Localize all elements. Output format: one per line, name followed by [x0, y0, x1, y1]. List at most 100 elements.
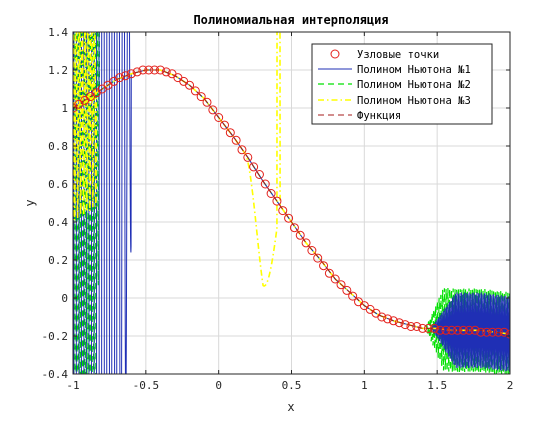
node-point [254, 170, 264, 179]
node-point [278, 206, 288, 216]
node-point [429, 323, 439, 333]
node-point [377, 312, 387, 322]
node-point [132, 67, 142, 77]
node-point [406, 322, 416, 331]
y-tick-label: 1.4 [48, 26, 68, 39]
node-point [493, 327, 503, 337]
node-point [185, 80, 195, 90]
node-point [336, 280, 346, 290]
node-point [470, 325, 480, 335]
markers-layer [73, 65, 510, 339]
y-tick-label: 0.8 [48, 140, 68, 153]
legend-label-newton-1: Полином Ньютона №1 [357, 64, 471, 76]
node-point [476, 327, 486, 337]
node-point [458, 325, 468, 335]
legend-label-newton-2: Полином Ньютона №2 [357, 79, 471, 91]
chart-title: Полиномиальная интерполяция [193, 13, 388, 27]
node-point [499, 327, 509, 337]
node-point [155, 65, 165, 75]
legend-label-nodes: Узловые точки [357, 49, 439, 61]
node-point [144, 65, 154, 75]
node-point [120, 71, 130, 81]
y-tick-label: -0.2 [42, 330, 69, 343]
x-axis-label: x [287, 400, 294, 414]
x-tick-label: 0 [215, 379, 222, 392]
y-tick-label: 0.2 [48, 254, 68, 267]
node-point [423, 323, 433, 333]
node-point [249, 162, 259, 172]
node-point [225, 128, 235, 138]
node-point [115, 73, 125, 83]
y-tick-label: 1.2 [48, 64, 68, 77]
x-tick-label: 1.5 [427, 379, 447, 392]
node-point [418, 323, 428, 333]
node-point [324, 268, 334, 278]
legend-label-function: Функция [357, 110, 401, 122]
node-point [453, 325, 463, 335]
y-tick-label: -0.4 [42, 368, 69, 381]
node-point [313, 253, 323, 263]
node-point [394, 318, 404, 328]
node-point [388, 316, 398, 326]
x-tick-label: -0.5 [133, 379, 160, 392]
node-point [319, 261, 329, 271]
legend-entry-function: Функция [318, 110, 401, 122]
y-tick-label: 0.4 [48, 216, 68, 229]
x-tick-label: -1 [66, 379, 79, 392]
node-point [161, 67, 171, 77]
node-point [348, 291, 358, 301]
node-point [231, 135, 241, 145]
legend-entry-newton-3: Полином Ньютона №3 [318, 95, 471, 107]
node-point [150, 65, 160, 75]
node-point [190, 86, 200, 96]
x-tick-label: 0.5 [282, 379, 302, 392]
y-tick-label: 0.6 [48, 178, 68, 191]
node-point [307, 246, 317, 255]
node-point [196, 92, 206, 102]
series-function [73, 69, 510, 335]
ticks [72, 31, 511, 375]
node-point [289, 223, 299, 233]
node-point [330, 274, 340, 284]
node-point [126, 69, 136, 79]
node-point [202, 97, 212, 107]
node-point [412, 322, 422, 331]
node-point [295, 230, 305, 240]
node-point [237, 145, 247, 155]
legend-entry-newton-2: Полином Ньютона №2 [318, 79, 471, 91]
node-point [284, 213, 294, 223]
node-point [138, 65, 148, 75]
node-point [272, 196, 282, 206]
node-point [243, 152, 253, 162]
legend-entry-newton-1: Полином Ньютона №1 [318, 64, 471, 76]
y-tick-labels: -0.4 -0.2 0 0.2 0.4 0.6 0.8 1 1.2 1.4 [42, 26, 69, 381]
y-tick-label: 1 [61, 102, 68, 115]
node-point [301, 238, 311, 248]
node-point [435, 325, 445, 335]
legend-label-newton-3: Полином Ньютона №3 [357, 95, 471, 107]
node-point [447, 325, 457, 335]
node-point [219, 120, 229, 130]
legend: Узловые точки Полином Ньютона №1 Полином… [311, 43, 493, 125]
y-axis-label: y [23, 199, 37, 206]
node-point [208, 105, 218, 115]
node-point [464, 325, 474, 335]
node-point [505, 329, 510, 339]
node-point [482, 327, 492, 337]
node-point [266, 189, 276, 198]
x-tick-labels: -1 -0.5 0 0.5 1 1.5 2 [66, 379, 513, 392]
legend-entry-nodes: Узловые точки [330, 49, 439, 61]
y-tick-label: 0 [61, 292, 68, 305]
series-layer [73, 32, 510, 374]
x-tick-label: 2 [507, 379, 514, 392]
node-point [342, 285, 352, 295]
node-point [400, 320, 410, 330]
legend-marker-nodes [330, 49, 340, 59]
node-point [260, 179, 270, 189]
x-tick-label: 1 [361, 379, 368, 392]
node-point [214, 113, 224, 122]
node-point [383, 314, 393, 324]
node-point [441, 325, 451, 335]
